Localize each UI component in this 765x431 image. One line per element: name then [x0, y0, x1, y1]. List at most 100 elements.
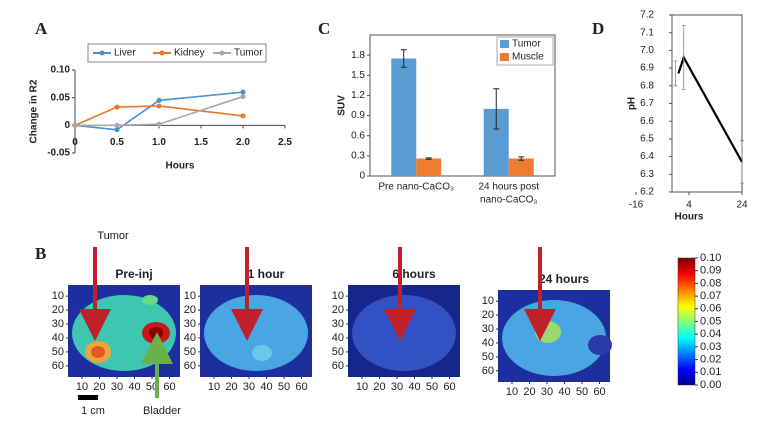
bar — [391, 58, 417, 176]
image-title: Pre-inj — [115, 267, 152, 281]
heatmap-region — [149, 327, 163, 339]
x-tick-label: 30 — [541, 386, 553, 398]
y-tick-label: 0.6 — [351, 130, 365, 141]
y-tick-label: 6.9 — [640, 63, 654, 74]
x-tick-label: 1.0 — [152, 137, 166, 148]
y-tick-label: 0 — [359, 171, 365, 182]
y-tick-label: 50 — [482, 351, 494, 363]
point — [114, 122, 120, 128]
point — [72, 122, 78, 128]
panel-label: B — [35, 244, 46, 263]
x-axis-label: Hours — [166, 161, 195, 172]
y-tick-label: 40 — [482, 337, 494, 349]
x-tick-label: 20 — [523, 386, 535, 398]
y-tick-label: 10 — [482, 295, 494, 307]
y-tick-label: 50 — [184, 346, 196, 358]
x-tick-label: 2.5 — [278, 137, 292, 148]
panel-label: A — [35, 19, 48, 38]
y-tick-label: 10 — [52, 290, 64, 302]
x-tick-label: 40 — [128, 381, 140, 393]
panel-label: D — [592, 19, 604, 38]
legend-marker — [99, 50, 105, 56]
y-tick-label: 30 — [184, 318, 196, 330]
colorbar-tick-label: 0.08 — [700, 277, 721, 289]
image-title: 6 hours — [392, 267, 436, 281]
colorbar-tick-label: 0.00 — [700, 379, 721, 391]
x-tick-label: 60 — [295, 381, 307, 393]
x-tick-label: 50 — [426, 381, 438, 393]
legend-marker — [159, 50, 165, 56]
y-tick-label: 1.5 — [351, 70, 365, 81]
panel-label: C — [318, 19, 330, 38]
y-axis-label: SUV — [337, 95, 348, 116]
y-tick-label: 6.8 — [640, 80, 654, 91]
y-tick-label: 6.6 — [640, 116, 654, 127]
scale-bar — [78, 395, 98, 400]
error-bar — [681, 25, 686, 90]
heatmap-region — [142, 295, 158, 305]
colorbar — [677, 257, 696, 386]
point — [156, 121, 162, 127]
point — [156, 97, 162, 103]
heatmap-body — [352, 295, 456, 371]
colorbar-tick-label: 0.09 — [700, 265, 721, 277]
colorbar-tick-label: 0.03 — [700, 341, 721, 353]
x-tick-label: 10 — [506, 386, 518, 398]
y-tick-label: 0.05 — [51, 92, 71, 103]
y-tick-label: 50 — [332, 346, 344, 358]
point — [156, 103, 162, 109]
bar — [508, 158, 534, 176]
x-tick-label: 24 hours post — [478, 182, 539, 193]
y-axis-label: Change in R2 — [29, 79, 40, 143]
x-tick-label: Pre nano-CaCO₃ — [378, 182, 454, 193]
legend-label: Liver — [114, 48, 136, 59]
x-tick-label: 2.0 — [236, 137, 250, 148]
y-tick-label: 50 — [52, 346, 64, 358]
y-tick-label: 6.3 — [640, 169, 654, 180]
legend-label: Tumor — [512, 39, 541, 50]
x-tick-label: 10 — [76, 381, 88, 393]
error-bar — [518, 156, 525, 161]
y-tick-label: 40 — [184, 332, 196, 344]
x-tick-label: 10 — [208, 381, 220, 393]
legend-box — [87, 43, 267, 63]
colorbar-tick-label: 0.05 — [700, 315, 721, 327]
y-tick-label: 40 — [52, 332, 64, 344]
bladder-label: Bladder — [143, 405, 181, 417]
x-tick-label: 10 — [356, 381, 368, 393]
colorbar-tick-label: 0.04 — [700, 328, 721, 340]
y-tick-label: 6.7 — [640, 98, 654, 109]
point — [114, 104, 120, 110]
x-tick-label: 0.5 — [110, 137, 124, 148]
image-title: 24 hours — [539, 272, 589, 286]
y-tick-label: 7.1 — [640, 27, 654, 38]
y-tick-label: 60 — [332, 360, 344, 372]
x-tick-label: 24 — [736, 200, 748, 211]
scale-label: 1 cm — [81, 405, 105, 417]
x-tick-label: 50 — [278, 381, 290, 393]
legend-label: Muscle — [512, 52, 544, 63]
error-bar — [400, 49, 407, 68]
y-tick-label: 7.0 — [640, 45, 654, 56]
y-tick-label: 30 — [482, 323, 494, 335]
y-tick-label: 60 — [52, 360, 64, 372]
legend-swatch — [500, 53, 509, 61]
x-tick-label: 30 — [243, 381, 255, 393]
y-tick-label: 6.4 — [640, 151, 654, 162]
x-tick-label: 20 — [373, 381, 385, 393]
y-tick-label: 30 — [52, 318, 64, 330]
x-tick-label: 40 — [260, 381, 272, 393]
x-axis-label: Hours — [675, 212, 704, 223]
point — [240, 113, 246, 119]
y-tick-label: 6.5 — [640, 134, 654, 145]
heatmap-region — [91, 346, 105, 358]
y-tick-label: 10 — [332, 290, 344, 302]
x-tick-label: 60 — [443, 381, 455, 393]
y-tick-label: 40 — [332, 332, 344, 344]
y-tick-label: 20 — [482, 309, 494, 321]
series-line — [677, 54, 743, 163]
x-tick-label: 4 — [686, 200, 692, 211]
legend-swatch — [500, 40, 509, 48]
x-tick-label: 60 — [163, 381, 175, 393]
x-tick-label: 20 — [225, 381, 237, 393]
